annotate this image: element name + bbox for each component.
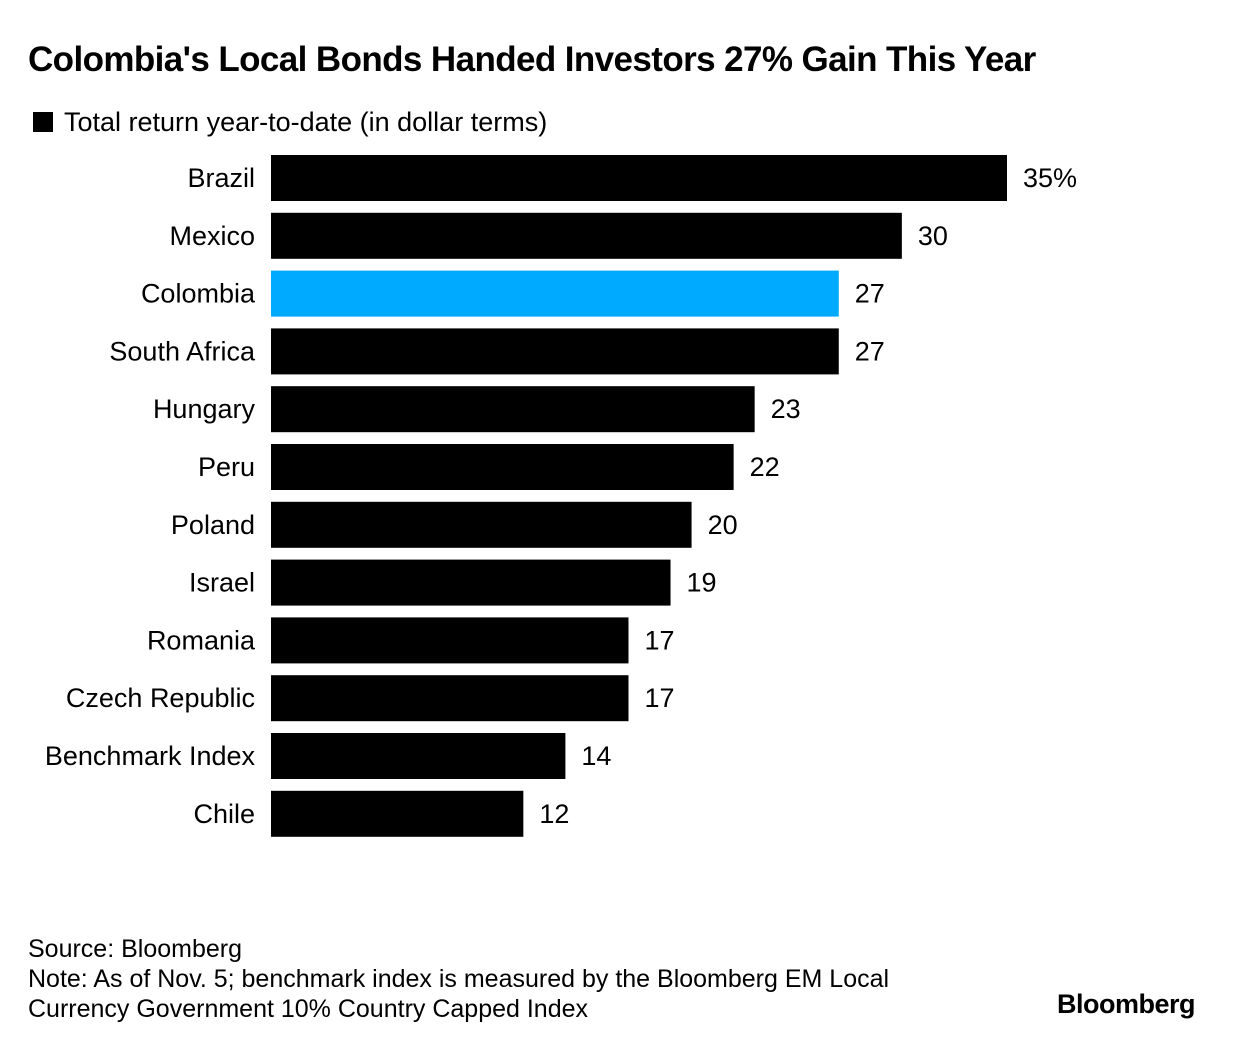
category-label: Chile [193, 799, 255, 829]
legend-swatch [33, 112, 53, 132]
note-line-1: Note: As of Nov. 5; benchmark index is m… [28, 965, 890, 993]
bar-romania [271, 617, 629, 664]
bar-poland [271, 501, 692, 548]
bar-south-africa [271, 328, 839, 375]
source-text: Source: Bloomberg [28, 935, 243, 963]
value-label: 35% [1023, 163, 1077, 193]
bar-colombia [271, 270, 839, 317]
value-label: 22 [750, 452, 780, 482]
bar-israel [271, 559, 671, 606]
bar-benchmark-index [271, 733, 566, 779]
bar-hungary [271, 386, 755, 433]
value-label: 17 [644, 683, 674, 713]
bar-mexico [271, 212, 902, 259]
category-label: Mexico [169, 221, 255, 251]
category-label: Czech Republic [66, 683, 255, 713]
value-label: 27 [855, 336, 885, 366]
category-label: Hungary [153, 394, 256, 424]
bar-peru [271, 444, 734, 490]
category-label: Romania [147, 625, 256, 655]
category-label: Peru [198, 452, 255, 482]
value-label: 30 [918, 221, 948, 251]
value-label: 23 [771, 394, 801, 424]
value-label: 27 [855, 279, 885, 309]
category-label: South Africa [109, 336, 256, 366]
category-label: Brazil [187, 163, 255, 193]
value-label: 12 [539, 799, 569, 829]
note-line-2: Currency Government 10% Country Capped I… [28, 995, 589, 1023]
value-label: 14 [581, 741, 611, 771]
legend-label: Total return year-to-date (in dollar ter… [64, 106, 548, 137]
footer: Source: Bloomberg Note: As of Nov. 5; be… [28, 934, 889, 1024]
legend: Total return year-to-date (in dollar ter… [33, 105, 547, 139]
value-label: 17 [644, 625, 674, 655]
category-label: Benchmark Index [45, 741, 256, 771]
bar-chile [271, 790, 524, 837]
value-label: 19 [687, 568, 717, 598]
bloomberg-logo: Bloomberg [1057, 989, 1196, 1019]
category-label: Israel [189, 568, 255, 598]
bar-brazil [271, 155, 1007, 201]
value-label: 20 [708, 510, 738, 540]
category-label: Poland [171, 510, 255, 540]
category-label: Colombia [141, 279, 256, 309]
chart-title: Colombia's Local Bonds Handed Investors … [28, 40, 1036, 79]
bar-czech-republic [271, 675, 629, 722]
